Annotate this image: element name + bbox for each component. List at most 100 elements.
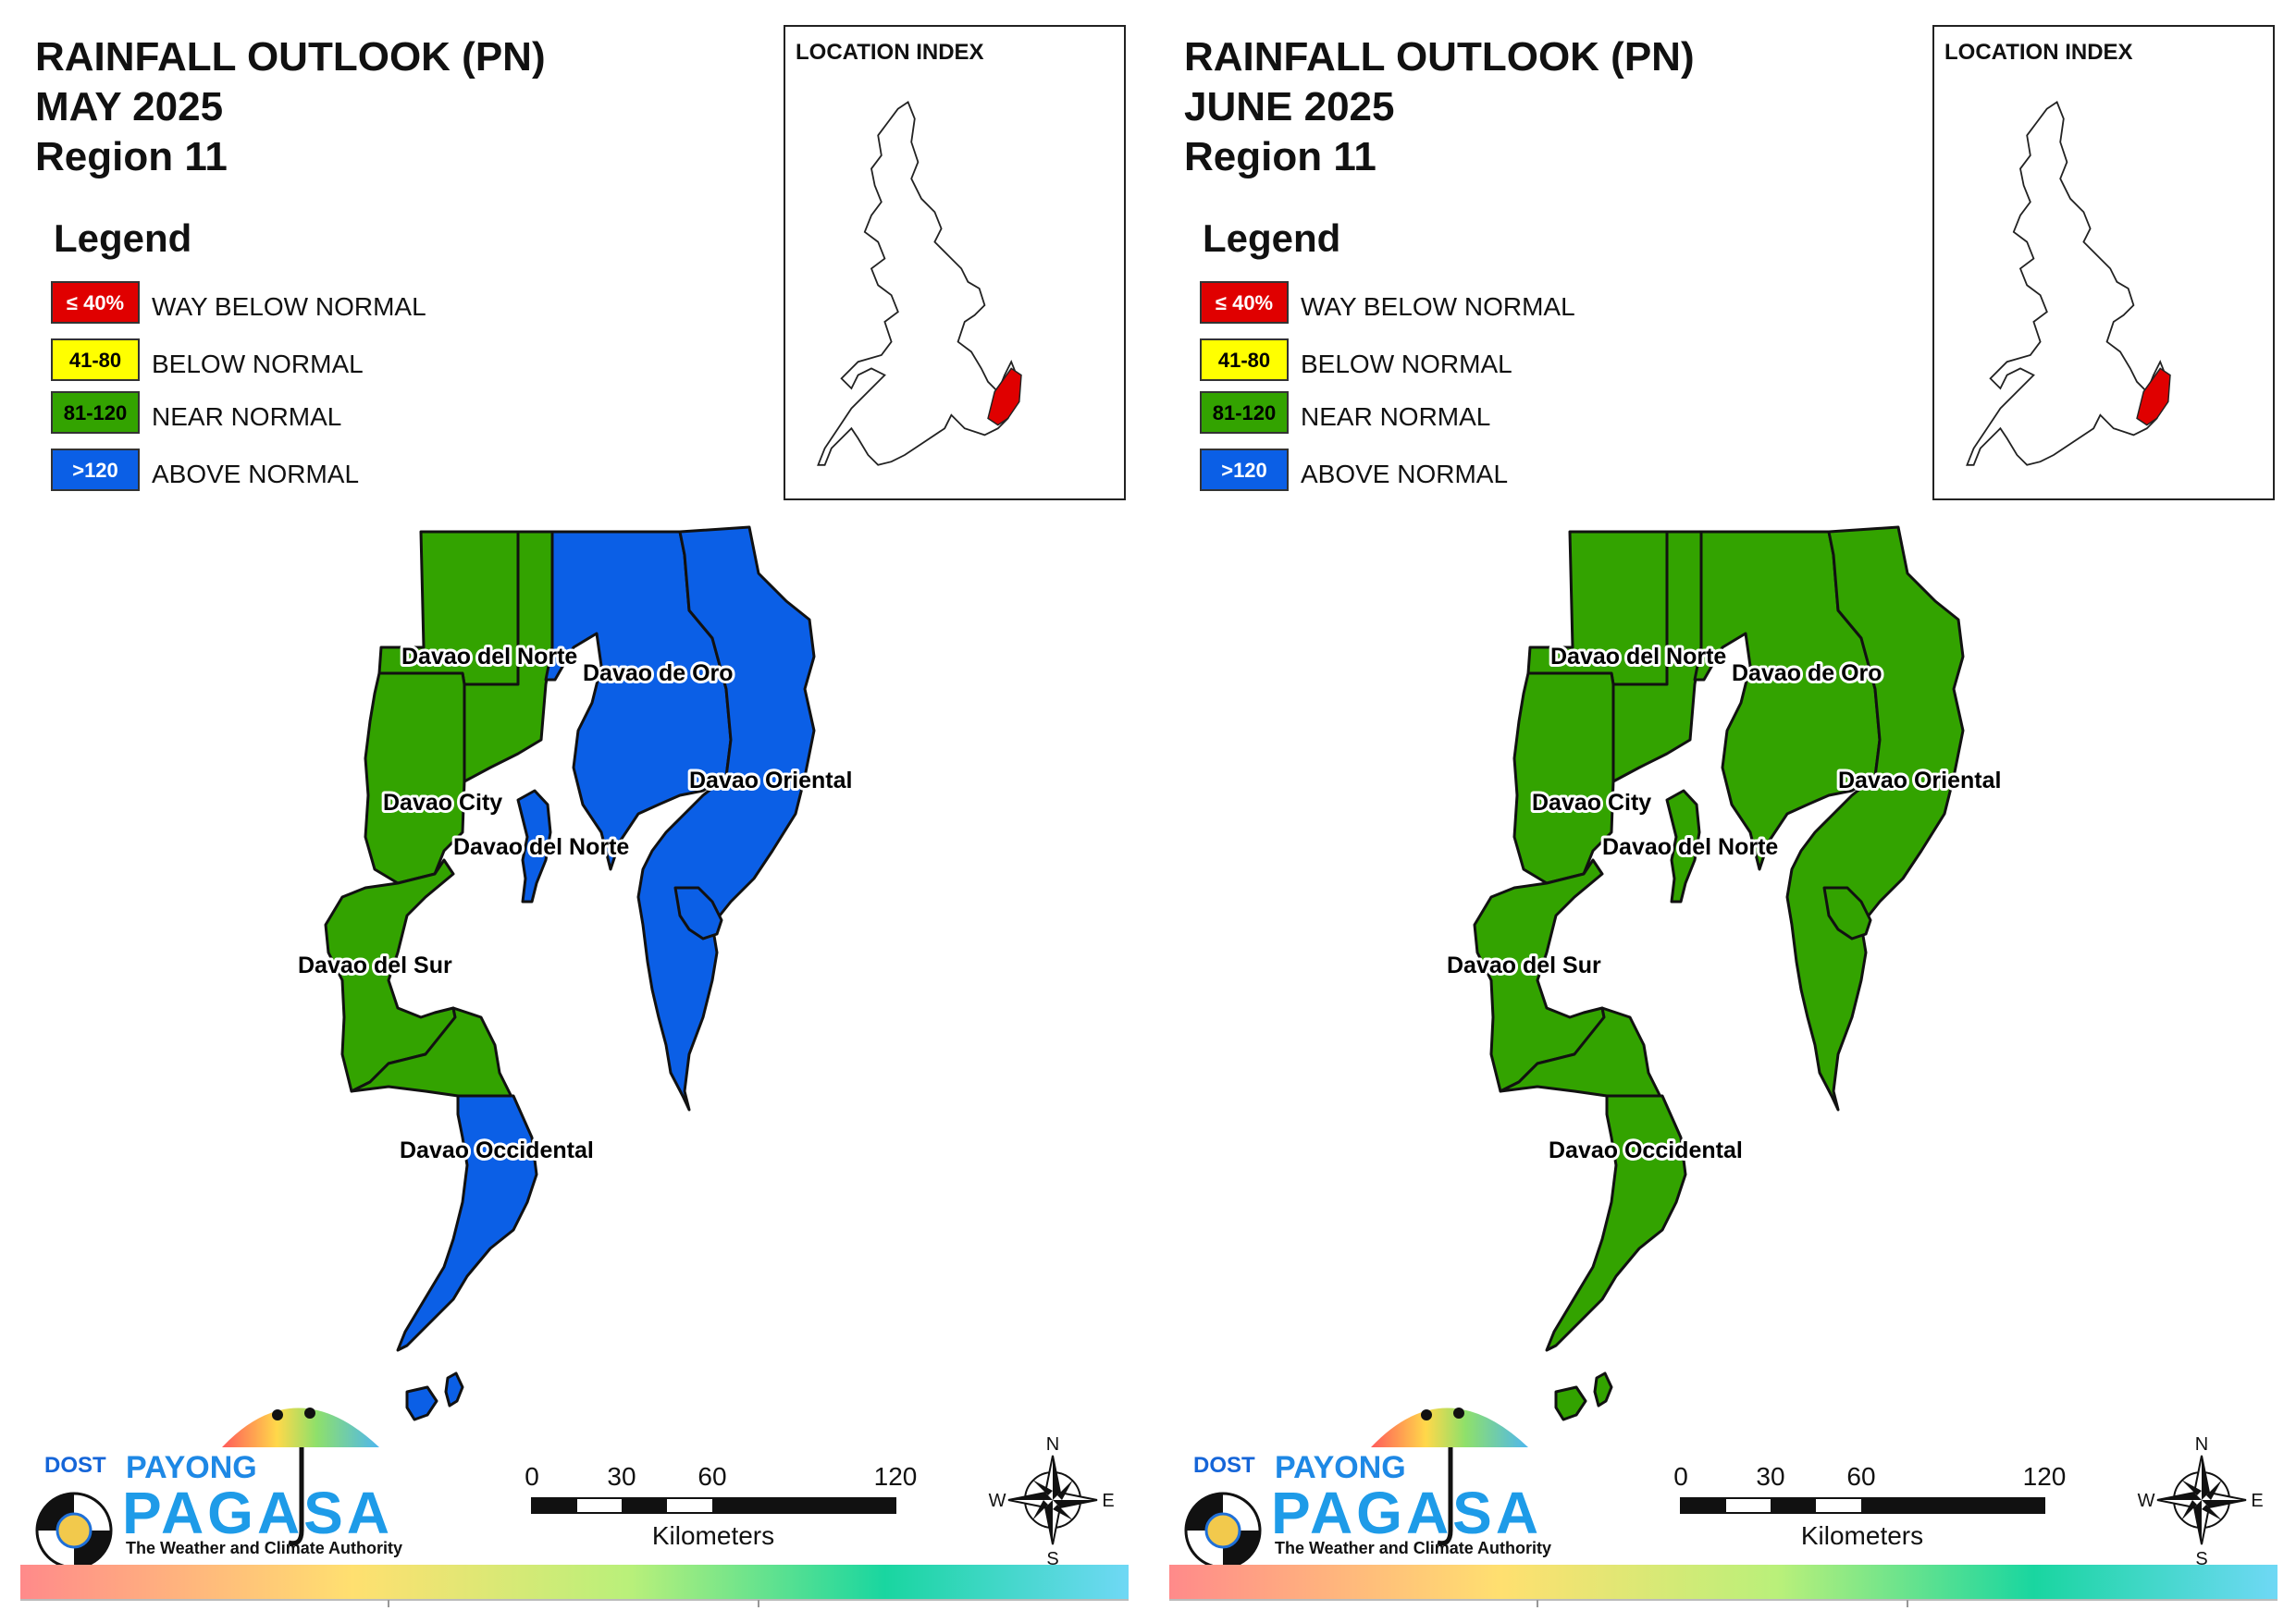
logo-tagline: The Weather and Climate Authority — [126, 1539, 402, 1557]
logo-pagasa: PAGASA — [122, 1480, 393, 1546]
legend-label-above: ABOVE NORMAL — [152, 460, 359, 488]
scale-unit: Kilometers — [1801, 1521, 1923, 1550]
scale-tick-30: 30 — [1756, 1462, 1784, 1491]
map-label-davao-de-oro: Davao de Oro — [583, 660, 734, 686]
title-month: MAY 2025 — [35, 84, 223, 129]
legend-range-above: >120 — [72, 459, 118, 482]
compass-e: E — [2251, 1491, 2263, 1511]
dost-seal-icon — [35, 1492, 113, 1569]
legend-label-below: BELOW NORMAL — [1301, 350, 1512, 378]
map-label-davao-del-norte-top: Davao del Norte — [1550, 644, 1726, 670]
legend-swatch-near — [1200, 391, 1289, 434]
map-label-davao-del-norte-island: Davao del Norte — [453, 834, 629, 860]
province-davao-occidental-north — [350, 1006, 515, 1104]
compass-s: S — [1046, 1549, 1058, 1569]
legend-swatch-below — [1200, 338, 1289, 381]
umbrella-icon — [222, 1408, 379, 1447]
map-label-davao-occidental: Davao Occidental — [1549, 1137, 1743, 1163]
logo-payong: PAYONG — [126, 1450, 257, 1485]
map-label-davao-oriental: Davao Oriental — [1838, 768, 2001, 793]
map-label-davao-del-norte-top: Davao del Norte — [401, 644, 577, 670]
compass-e: E — [1102, 1491, 1114, 1511]
location-index-title: LOCATION INDEX — [796, 40, 984, 65]
legend-swatch-above — [51, 449, 140, 491]
map-label-davao-del-norte-island: Davao del Norte — [1602, 834, 1778, 860]
logo-payong: PAYONG — [1275, 1450, 1406, 1485]
compass-n: N — [1046, 1434, 1059, 1455]
legend: Legend ≤ 40% WAY BELOW NORMAL 41-80 BELOW NO… — [51, 216, 426, 491]
map-label-davao-city: Davao City — [1532, 790, 1651, 816]
compass-s: S — [2195, 1549, 2207, 1569]
legend-title: Legend — [54, 216, 191, 260]
legend-label-near: NEAR NORMAL — [1301, 402, 1490, 431]
legend-range-near: 81-120 — [1213, 401, 1277, 424]
compass-rose-icon: N S E W — [2138, 1434, 2264, 1569]
legend-swatch-above — [1200, 449, 1289, 491]
logo-dost: DOST — [1193, 1453, 1255, 1478]
map-label-davao-city: Davao City — [383, 790, 502, 816]
scale-tick-120: 120 — [2023, 1462, 2067, 1491]
legend-label-near: NEAR NORMAL — [152, 402, 341, 431]
legend-range-above: >120 — [1221, 459, 1267, 482]
title-region: Region 11 — [1184, 134, 1376, 179]
province-islands — [1554, 789, 1872, 1421]
legend-label-above: ABOVE NORMAL — [1301, 460, 1508, 488]
umbrella-icon — [1371, 1408, 1528, 1447]
location-index: LOCATION INDEX — [1932, 25, 2275, 500]
location-index-title: LOCATION INDEX — [1944, 40, 2133, 65]
title-month: JUNE 2025 — [1184, 84, 1394, 129]
legend-range-way_below: ≤ 40% — [1216, 291, 1273, 314]
outlook-panel-june: RAINFALL OUTLOOK (PN)JUNE 2025 Region 11 L… — [1169, 25, 2277, 1607]
compass-n: N — [2195, 1434, 2208, 1455]
location-index: LOCATION INDEX — [784, 25, 1126, 500]
province-davao-occidental-south — [1545, 1094, 1687, 1352]
legend-range-way_below: ≤ 40% — [67, 291, 124, 314]
province-islands — [405, 789, 723, 1421]
compass-w: W — [2138, 1491, 2155, 1511]
map-label-davao-oriental: Davao Oriental — [689, 768, 852, 793]
province-davao-city — [364, 671, 466, 885]
bottom-gradient-bar — [20, 1565, 1129, 1600]
legend-range-near: 81-120 — [64, 401, 128, 424]
legend-range-below: 41-80 — [1218, 349, 1270, 372]
legend-label-way_below: WAY BELOW NORMAL — [1301, 292, 1575, 321]
bottom-gradient-bar — [1169, 1565, 2277, 1600]
legend: Legend ≤ 40% WAY BELOW NORMAL 41-80 BELOW NO… — [1200, 216, 1575, 491]
logo-pagasa: PAGASA — [1271, 1480, 1542, 1546]
compass-w: W — [989, 1491, 1006, 1511]
title-region: Region 11 — [35, 134, 228, 179]
map-label-davao-del-sur: Davao del Sur — [1447, 953, 1601, 978]
compass-rose-icon: N S E W — [989, 1434, 1115, 1569]
scale-tick-0: 0 — [1673, 1462, 1688, 1491]
philippines-outline — [817, 101, 1019, 466]
region-11-highlight — [987, 367, 1022, 426]
scale-tick-120: 120 — [874, 1462, 918, 1491]
legend-swatch-way_below — [1200, 281, 1289, 324]
logo-dost: DOST — [44, 1453, 106, 1478]
region-11-highlight — [2136, 367, 2171, 426]
legend-swatch-near — [51, 391, 140, 434]
philippines-outline — [1966, 101, 2168, 466]
scale-bar: 0 30 60 120 Kilometers — [525, 1462, 917, 1550]
province-davao-oriental — [636, 525, 816, 1112]
map-label-davao-de-oro: Davao de Oro — [1732, 660, 1882, 686]
scale-tick-60: 60 — [1846, 1462, 1875, 1491]
province-davao-occidental-south — [396, 1094, 538, 1352]
province-davao-oriental — [1785, 525, 1965, 1112]
outlook-panel-may: RAINFALL OUTLOOK (PN)MAY 2025 Region 11 Le… — [20, 25, 1129, 1607]
scale-tick-0: 0 — [525, 1462, 539, 1491]
scale-tick-30: 30 — [607, 1462, 636, 1491]
title-line-1: RAINFALL OUTLOOK (PN) — [35, 34, 546, 80]
scale-unit: Kilometers — [652, 1521, 774, 1550]
legend-title: Legend — [1203, 216, 1340, 260]
map-label-davao-occidental: Davao Occidental — [400, 1137, 594, 1163]
legend-range-below: 41-80 — [69, 349, 121, 372]
dost-seal-icon — [1184, 1492, 1262, 1569]
legend-swatch-below — [51, 338, 140, 381]
legend-label-way_below: WAY BELOW NORMAL — [152, 292, 426, 321]
map-label-davao-del-sur: Davao del Sur — [298, 953, 452, 978]
